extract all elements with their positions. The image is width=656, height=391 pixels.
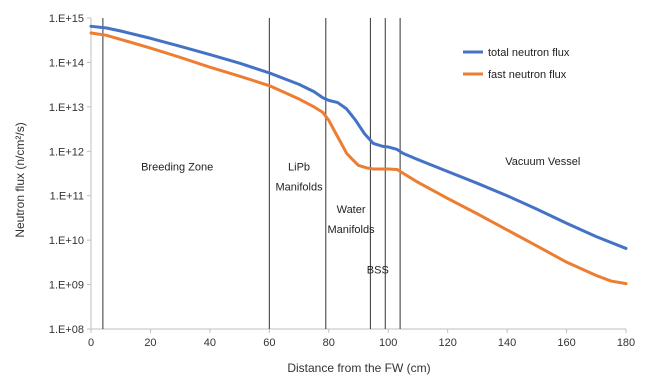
series-line bbox=[89, 31, 628, 286]
region-label: Breeding Zone bbox=[141, 162, 213, 174]
region-label: Water bbox=[337, 204, 366, 216]
x-tick-label: 160 bbox=[557, 337, 575, 349]
y-tick-label: 1.E+12 bbox=[49, 146, 84, 158]
region-boundaries bbox=[102, 18, 401, 329]
y-tick-label: 1.E+10 bbox=[49, 235, 84, 247]
x-tick-label: 20 bbox=[144, 337, 156, 349]
y-tick-label: 1.E+14 bbox=[49, 57, 84, 69]
axes: 1.E+08 1.E+09 1.E+10 1.E+11 1.E+12 1.E+13 1.E+… bbox=[49, 13, 635, 349]
y-tick-label: 1.E+11 bbox=[50, 191, 84, 203]
x-tick-label: 60 bbox=[263, 337, 275, 349]
y-tick-label: 1.E+15 bbox=[49, 13, 84, 25]
x-tick-label: 120 bbox=[438, 337, 456, 349]
legend: total neutron flux fast neutron flux bbox=[463, 47, 570, 81]
region-label: BSS bbox=[367, 264, 389, 276]
x-tick-label: 80 bbox=[323, 337, 335, 349]
x-tick-label: 0 bbox=[88, 337, 94, 349]
y-tick-label: 1.E+13 bbox=[49, 102, 84, 114]
region-label: Manifolds bbox=[276, 182, 324, 194]
y-tick-label: 1.E+08 bbox=[49, 324, 84, 336]
series-lines bbox=[89, 24, 628, 286]
legend-label: total neutron flux bbox=[488, 47, 570, 59]
x-tick-label: 100 bbox=[379, 337, 397, 349]
y-tick-label: 1.E+09 bbox=[49, 280, 84, 292]
series-line bbox=[89, 24, 628, 250]
region-label: Manifolds bbox=[328, 224, 376, 236]
region-label: LiPb bbox=[288, 162, 310, 174]
region-label: Vacuum Vessel bbox=[505, 156, 580, 168]
y-axis-title: Neutron flux (n/cm²/s) bbox=[13, 122, 27, 237]
region-labels: Breeding Zone LiPb Manifolds Water Manifolds… bbox=[141, 156, 580, 276]
x-tick-label: 140 bbox=[498, 337, 516, 349]
x-axis-title: Distance from the FW (cm) bbox=[287, 361, 430, 375]
legend-label: fast neutron flux bbox=[488, 69, 567, 81]
x-tick-label: 40 bbox=[204, 337, 216, 349]
x-tick-label: 180 bbox=[617, 337, 635, 349]
